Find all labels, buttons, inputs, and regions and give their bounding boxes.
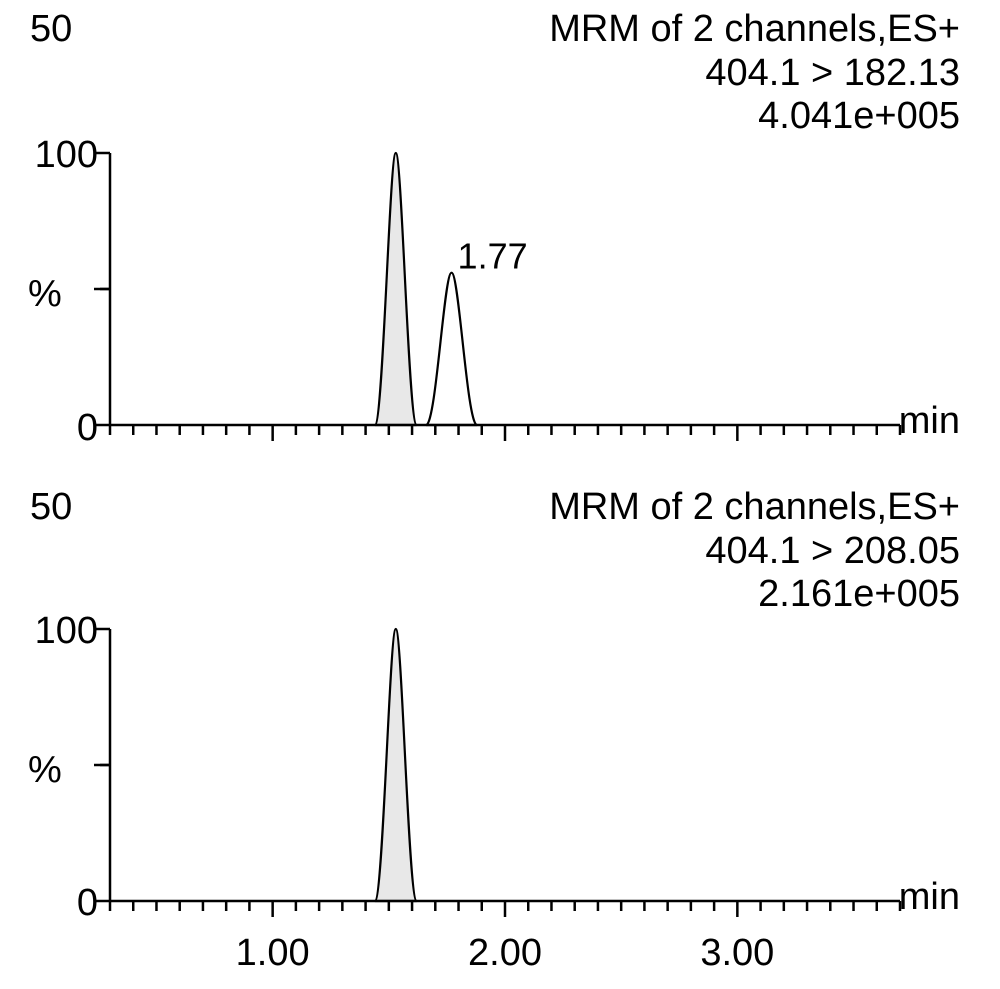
- panel-top-header-line2: 404.1 > 182.13: [549, 52, 960, 96]
- panel-top-header-line3: 4.041e+005: [549, 95, 960, 139]
- xunit-top: min: [899, 400, 960, 443]
- chromatogram-bottom: [110, 629, 900, 929]
- xunit-bottom: min: [899, 876, 960, 919]
- ylabel-top: %: [28, 273, 62, 316]
- panel-bottom-left-label: 50: [30, 486, 72, 529]
- chromatogram-top: 1.77: [110, 153, 900, 453]
- xtick-1: 1.00: [223, 932, 323, 975]
- panel-bottom-header-line1: MRM of 2 channels,ES+: [549, 486, 960, 530]
- panel-bottom-header: MRM of 2 channels,ES+ 404.1 > 208.05 2.1…: [549, 486, 960, 617]
- xtick-3: 3.00: [687, 932, 787, 975]
- ytick-0-bottom: 0: [18, 882, 98, 925]
- ytick-0-top: 0: [18, 407, 98, 450]
- ylabel-bottom: %: [28, 749, 62, 792]
- panel-bottom-header-line3: 2.161e+005: [549, 573, 960, 617]
- plot-bottom: [110, 629, 900, 934]
- xtick-2: 2.00: [455, 932, 555, 975]
- plot-top: 1.77: [110, 153, 900, 458]
- panel-top: 50 MRM of 2 channels,ES+ 404.1 > 182.13 …: [0, 8, 1000, 468]
- panel-top-left-label: 50: [30, 8, 72, 51]
- ytick-100-top: 100: [18, 134, 98, 177]
- panel-top-header: MRM of 2 channels,ES+ 404.1 > 182.13 4.0…: [549, 8, 960, 139]
- figure-root: 50 MRM of 2 channels,ES+ 404.1 > 182.13 …: [0, 0, 1000, 989]
- panel-bottom-header-line2: 404.1 > 208.05: [549, 530, 960, 574]
- panel-bottom: 50 MRM of 2 channels,ES+ 404.1 > 208.05 …: [0, 482, 1000, 982]
- panel-top-header-line1: MRM of 2 channels,ES+: [549, 8, 960, 52]
- ytick-100-bottom: 100: [18, 610, 98, 653]
- svg-text:1.77: 1.77: [458, 236, 528, 277]
